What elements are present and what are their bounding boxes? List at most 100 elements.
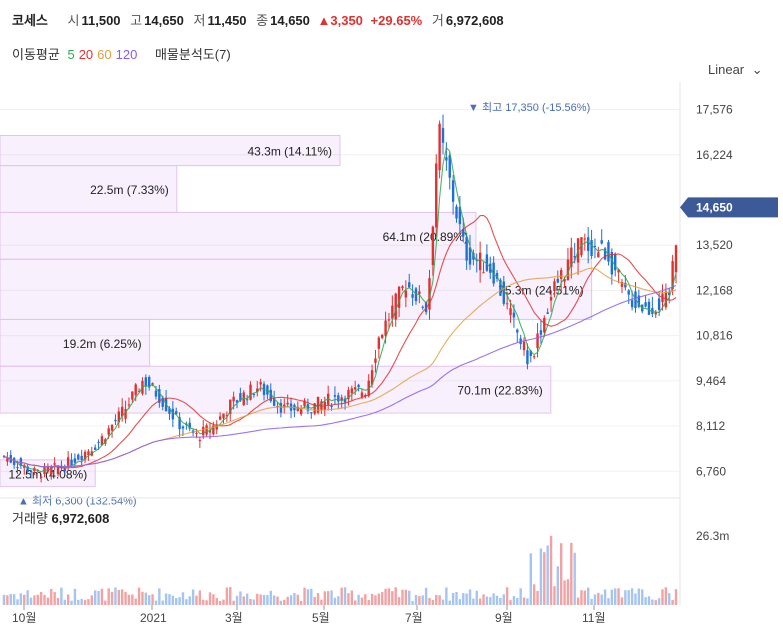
volume-bar (222, 599, 225, 605)
volume-profile-label[interactable]: 매물분석도(7) (154, 47, 231, 62)
change-pct: +29.65% (370, 13, 423, 28)
candle-body (526, 350, 529, 365)
volume-bar (505, 587, 509, 605)
volume-bar (495, 595, 499, 605)
volume-bar (333, 597, 337, 605)
moving-average-label[interactable]: 이동평균 (12, 47, 60, 62)
candle-body (215, 424, 218, 430)
volume-bar (671, 599, 674, 605)
candle-body (225, 415, 229, 417)
volume-panel-value: 6,972,608 (51, 511, 110, 526)
candle-body (566, 259, 570, 281)
volume-bar (637, 588, 641, 605)
ma-5[interactable]: 5 (67, 47, 75, 62)
volume-bar (144, 592, 148, 605)
volume-bar (181, 592, 185, 605)
ma-60[interactable]: 60 (97, 47, 112, 62)
volume-bar (374, 595, 377, 605)
candle-body (549, 296, 553, 301)
candle-body (56, 467, 60, 475)
candle-body (83, 451, 87, 460)
candle-body (374, 358, 377, 363)
volume-bar (306, 589, 310, 605)
volume-bar (330, 590, 333, 605)
volume-bar (435, 594, 438, 605)
candle-body (175, 411, 178, 415)
volume-bar (93, 590, 97, 605)
volume-bar (2, 594, 6, 605)
candle-body (26, 466, 29, 472)
candle-body (46, 466, 50, 472)
candle-body (124, 409, 127, 419)
volume-bar (43, 594, 46, 605)
volume-bar (313, 596, 316, 605)
candle-body (16, 467, 19, 469)
candle-body (397, 286, 401, 308)
candle-body (171, 408, 175, 420)
volume-bar (178, 597, 181, 605)
volume-bar (543, 552, 546, 605)
candle-body (12, 458, 16, 465)
volume-bar (664, 587, 668, 605)
volume-bar (141, 591, 144, 605)
volume-bar (117, 589, 121, 605)
ma-20[interactable]: 20 (78, 47, 94, 62)
candle-body (559, 270, 563, 279)
volume-bar (107, 588, 110, 605)
candle-body (370, 370, 374, 385)
volume-bar (377, 593, 381, 605)
candle-body (222, 413, 225, 419)
candle-body (418, 291, 421, 295)
volume-bar (573, 552, 576, 605)
volume-bar (651, 599, 654, 605)
volume-bar (26, 590, 29, 605)
volume-panel-title: 거래량 (12, 511, 48, 526)
volume-bar (80, 598, 83, 605)
candle-body (590, 240, 593, 256)
volume-bar (53, 592, 56, 605)
volume-bar (600, 594, 603, 605)
candle-body (158, 389, 161, 403)
x-tick-label: 2021 (140, 611, 167, 625)
volume-profile-label: 75.3m (24.51%) (498, 283, 583, 297)
volume-bar (468, 589, 472, 605)
candle-body (668, 291, 671, 295)
candle-body (408, 282, 411, 288)
price-header: 코세스 시 11,500 고 14,650 저 11,450 종 14,650 ▲3,3… (12, 10, 504, 29)
candle-body (627, 290, 630, 295)
volume-bar (489, 597, 492, 605)
candle-body (262, 383, 266, 395)
candle-body (137, 391, 141, 393)
close-label: 종 (256, 13, 269, 28)
volume-bar (401, 589, 404, 605)
change-value: ▲3,350 (317, 13, 363, 28)
candle-body (333, 395, 337, 397)
candle-body (353, 387, 357, 390)
candle-body (505, 303, 509, 305)
volume-axis-tick: 26.3m (696, 529, 729, 543)
open-label: 시 (67, 13, 80, 28)
candle-body (229, 399, 232, 414)
candle-body (256, 388, 259, 393)
volume-bar (370, 593, 374, 605)
volume-bar (242, 596, 245, 605)
ma-120[interactable]: 120 (115, 47, 138, 62)
volume-bar (212, 594, 215, 605)
scale-selector[interactable]: Linear ⌄ (708, 62, 763, 78)
high-marker: ▼ 최고 17,350 (-15.56%) (468, 101, 590, 114)
volume-bar (12, 594, 16, 605)
volume-profile-bar (0, 365, 552, 414)
volume-bar (83, 600, 87, 605)
candle-body (614, 253, 617, 271)
candle-body (610, 251, 614, 275)
candle-body (245, 399, 249, 401)
volume-bar (641, 589, 644, 605)
candle-body (448, 155, 451, 178)
candle-body (441, 128, 445, 143)
volume-profile-label: 43.3m (14.11%) (248, 145, 333, 159)
y-tick-label: 12,168 (696, 283, 733, 297)
ma-line-120 (3, 284, 677, 468)
volume-bar (252, 599, 256, 605)
candle-body (482, 272, 485, 274)
